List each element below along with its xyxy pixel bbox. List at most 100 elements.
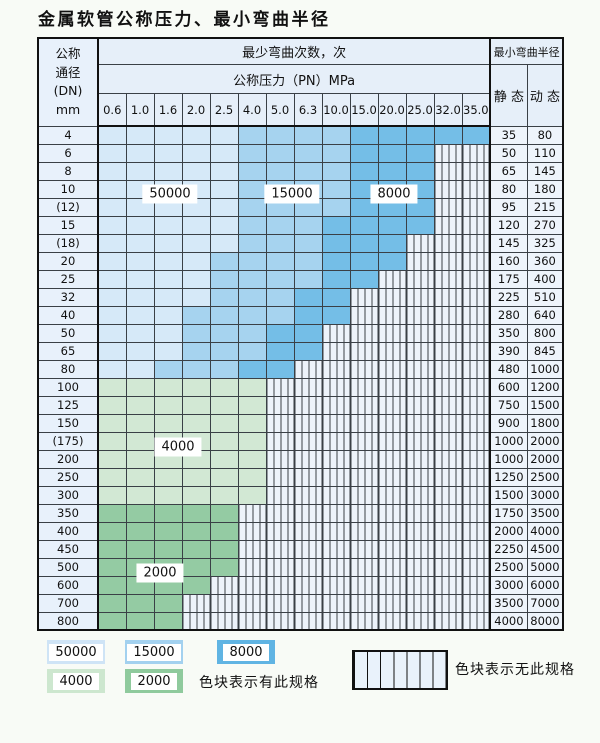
spec-cell xyxy=(153,215,183,235)
no-spec-cell xyxy=(377,611,407,631)
spec-cell xyxy=(237,431,267,451)
spec-cell xyxy=(125,251,155,271)
no-spec-cell xyxy=(461,287,491,307)
no-spec-cell xyxy=(321,503,351,523)
static-radius-value: 80 xyxy=(489,179,528,199)
spec-cell xyxy=(349,161,379,181)
table-row: 450 2250 4500 xyxy=(37,539,564,559)
no-spec-cell xyxy=(293,449,323,469)
spec-cell xyxy=(321,287,351,307)
no-spec-cell xyxy=(461,305,491,325)
no-spec-cell xyxy=(349,467,379,487)
no-spec-cell xyxy=(321,521,351,541)
spec-cell xyxy=(209,503,239,523)
spec-cell xyxy=(377,161,407,181)
no-spec-cell xyxy=(405,233,435,253)
spec-cell xyxy=(153,251,183,271)
no-spec-cell xyxy=(461,215,491,235)
no-spec-cell xyxy=(461,485,491,505)
legend-swatch-value: 2000 xyxy=(131,672,177,690)
dn-label: 700 xyxy=(37,593,99,613)
table-row: (175) 1000 2000 xyxy=(37,431,564,451)
no-spec-cell xyxy=(461,143,491,163)
spec-cell xyxy=(237,143,267,163)
no-spec-cell xyxy=(405,449,435,469)
spec-cell xyxy=(209,143,239,163)
no-spec-cell xyxy=(461,449,491,469)
spec-cell xyxy=(181,359,211,379)
no-spec-cell xyxy=(293,359,323,379)
static-radius-value: 1000 xyxy=(489,431,528,451)
spec-cell xyxy=(153,377,183,397)
spec-cell xyxy=(209,215,239,235)
spec-cell xyxy=(153,593,183,613)
dn-label: 150 xyxy=(37,413,99,433)
no-spec-cell xyxy=(349,485,379,505)
dynamic-radius-value: 400 xyxy=(526,269,564,289)
spec-cell xyxy=(153,521,183,541)
spec-cell xyxy=(97,179,127,199)
spec-cell xyxy=(209,179,239,199)
pressure-spec-table: 公称 通径 (DN) mm 最少弯曲次数，次 最小弯曲半径 公称压力（PN）MP… xyxy=(37,37,565,631)
spec-cell xyxy=(265,215,295,235)
table-row: 150 900 1800 xyxy=(37,413,564,433)
spec-cell xyxy=(237,269,267,289)
no-spec-cell xyxy=(433,557,463,577)
dynamic-radius-value: 8000 xyxy=(526,611,564,631)
no-spec-cell xyxy=(321,449,351,469)
dynamic-radius-value: 3000 xyxy=(526,485,564,505)
dn-label: 20 xyxy=(37,251,99,271)
table-row: 32 225 510 xyxy=(37,287,564,307)
dynamic-radius-value: 7000 xyxy=(526,593,564,613)
no-spec-cell xyxy=(293,593,323,613)
no-spec-cell xyxy=(405,485,435,505)
spec-cell xyxy=(265,269,295,289)
pressure-values-row: 0.6 1.0 1.6 2.0 2.5 4.0 5.0 6.3 10.0 15.0 20.0 25.0… xyxy=(38,93,563,127)
no-spec-cell xyxy=(293,611,323,631)
dynamic-radius-value: 2500 xyxy=(526,467,564,487)
no-spec-cell xyxy=(433,179,463,199)
legend-swatch-4000: 4000 xyxy=(47,669,105,693)
spec-cell xyxy=(321,269,351,289)
no-spec-cell xyxy=(433,251,463,271)
no-spec-cell xyxy=(265,467,295,487)
static-radius-value: 225 xyxy=(489,287,528,307)
spec-cell xyxy=(349,269,379,289)
spec-cell xyxy=(293,233,323,253)
static-radius-value: 2250 xyxy=(489,539,528,559)
spec-cell xyxy=(153,413,183,433)
spec-cell xyxy=(97,575,127,595)
dynamic-radius-value: 1200 xyxy=(526,377,564,397)
no-spec-swatch xyxy=(352,650,448,690)
no-spec-cell xyxy=(433,287,463,307)
dynamic-radius-value: 1500 xyxy=(526,395,564,415)
spec-cell xyxy=(181,485,211,505)
dn-label: 250 xyxy=(37,467,99,487)
no-spec-cell xyxy=(293,503,323,523)
spec-cell xyxy=(209,251,239,271)
spec-cell xyxy=(209,413,239,433)
spec-cell xyxy=(125,323,155,343)
no-spec-cell xyxy=(237,521,267,541)
no-spec-cell xyxy=(265,539,295,559)
spec-cell xyxy=(181,323,211,343)
dn-header-line: (DN) xyxy=(53,83,83,99)
spec-cell xyxy=(377,215,407,235)
spec-cell xyxy=(181,521,211,541)
spec-cell xyxy=(377,143,407,163)
spec-cell xyxy=(349,233,379,253)
spec-cell xyxy=(181,377,211,397)
dn-label: (175) xyxy=(37,431,99,451)
pressure-value-header: 15.0 xyxy=(349,93,379,127)
legend-swatch-value: 4000 xyxy=(53,672,99,690)
no-spec-cell xyxy=(405,377,435,397)
spec-cell xyxy=(237,323,267,343)
table-body: 4 35 80 6 50 110 8 65 145 10 80 180 (12) 95 215 15 120 27… xyxy=(37,125,564,631)
legend-present-text: 色块表示有此规格 xyxy=(199,675,319,691)
dynamic-radius-value: 1800 xyxy=(526,413,564,433)
spec-cell xyxy=(125,521,155,541)
dynamic-radius-value: 845 xyxy=(526,341,564,361)
spec-cell xyxy=(209,431,239,451)
spec-cell xyxy=(153,359,183,379)
spec-cell xyxy=(181,215,211,235)
